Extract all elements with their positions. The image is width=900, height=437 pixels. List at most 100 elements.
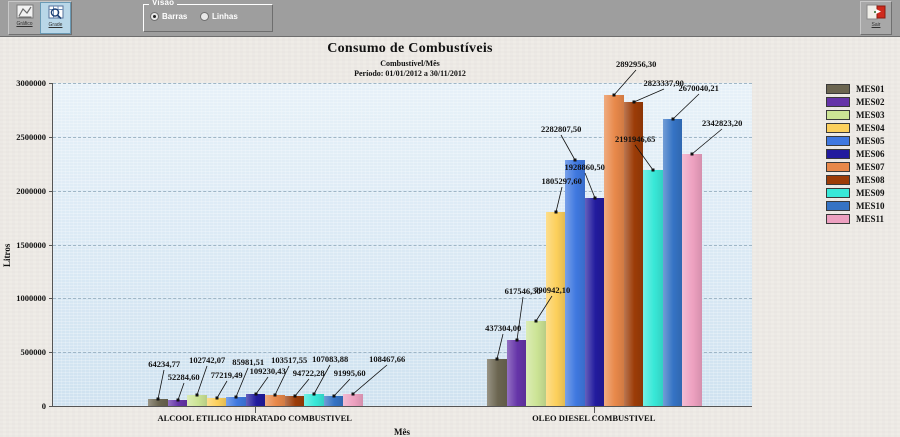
bar[interactable] bbox=[662, 118, 683, 406]
bar[interactable] bbox=[604, 94, 624, 406]
radio-barras-icon[interactable] bbox=[150, 12, 159, 21]
data-label: 2892956,30 bbox=[616, 58, 657, 69]
y-tick-label: 500000 bbox=[20, 347, 47, 358]
radio-linhas-icon[interactable] bbox=[200, 12, 209, 21]
chart-page: Consumo de Combustíveis Combustível/Mês … bbox=[0, 37, 900, 437]
legend-item-mes08[interactable]: MES08 bbox=[826, 173, 896, 186]
legend-item-mes11[interactable]: MES11 bbox=[826, 212, 896, 225]
bar[interactable] bbox=[623, 102, 644, 406]
bar[interactable] bbox=[265, 394, 285, 406]
legend-item-mes07[interactable]: MES07 bbox=[826, 160, 896, 173]
gridline bbox=[53, 190, 752, 192]
gridline bbox=[53, 83, 752, 84]
y-tick-label: 3000000 bbox=[16, 78, 46, 88]
bar[interactable] bbox=[565, 160, 585, 406]
bar[interactable] bbox=[245, 394, 266, 406]
legend-label: MES02 bbox=[856, 96, 885, 107]
plot-area: 64234,77 52284,60 102742,07 77219,49 85981,5… bbox=[49, 59, 752, 407]
bar[interactable] bbox=[284, 395, 305, 406]
gridline bbox=[53, 244, 752, 246]
bar-highlight bbox=[604, 94, 624, 406]
y-tick-label: 1000000 bbox=[16, 293, 46, 304]
data-point-marker bbox=[254, 392, 258, 396]
bar-highlight bbox=[545, 211, 566, 406]
data-label: 2282807,50 bbox=[541, 124, 582, 135]
toolbar: Gráfico Grade Visão Barras Linhas bbox=[0, 0, 900, 37]
visao-option-barras-label: Barras bbox=[162, 12, 188, 21]
bar[interactable] bbox=[487, 358, 507, 406]
bar-highlight bbox=[506, 339, 527, 406]
legend-item-mes05[interactable]: MES05 bbox=[826, 134, 896, 147]
data-label: 64234,77 bbox=[148, 359, 181, 370]
data-point-marker bbox=[234, 395, 238, 399]
legend-label: MES08 bbox=[856, 174, 885, 185]
data-point-marker bbox=[351, 392, 355, 396]
legend-label: MES05 bbox=[856, 135, 885, 146]
gridline bbox=[53, 136, 752, 138]
legend-swatch bbox=[826, 161, 850, 172]
data-label: 108467,66 bbox=[369, 354, 406, 365]
legend-item-mes02[interactable]: MES02 bbox=[826, 95, 896, 108]
bar[interactable] bbox=[148, 399, 168, 406]
grade-button-label: Grade bbox=[48, 22, 63, 28]
y-tick-mark bbox=[49, 190, 53, 192]
y-tick-label: 2000000 bbox=[16, 185, 46, 196]
data-point-marker bbox=[273, 393, 277, 397]
bar[interactable] bbox=[584, 198, 605, 406]
chart-subtitle: Combustível/Mês bbox=[380, 59, 440, 68]
data-label: 85981,51 bbox=[232, 356, 265, 367]
bar[interactable] bbox=[304, 394, 324, 406]
bar[interactable] bbox=[545, 211, 566, 406]
bar[interactable] bbox=[343, 394, 363, 406]
data-point-marker bbox=[495, 357, 499, 361]
data-label: 2191946,65 bbox=[615, 134, 656, 144]
bar-highlight bbox=[304, 394, 324, 406]
toolbar-right-group: Sair bbox=[860, 1, 892, 35]
data-point-marker bbox=[195, 393, 199, 397]
data-point-marker bbox=[515, 338, 519, 341]
legend-item-mes04[interactable]: MES04 bbox=[826, 121, 896, 134]
exit-button[interactable]: Sair bbox=[861, 2, 891, 34]
data-point-marker bbox=[332, 394, 336, 398]
bar-highlight bbox=[662, 118, 683, 406]
legend-swatch bbox=[826, 122, 850, 133]
data-label: 109230,43 bbox=[249, 366, 286, 377]
legend-label: MES10 bbox=[856, 200, 885, 211]
legend-item-mes03[interactable]: MES03 bbox=[826, 108, 896, 121]
bar[interactable] bbox=[506, 339, 527, 406]
legend-item-mes01[interactable]: MES01 bbox=[826, 82, 896, 95]
bar[interactable] bbox=[643, 170, 663, 406]
bar[interactable] bbox=[187, 394, 207, 406]
bar[interactable] bbox=[323, 396, 344, 406]
bar-highlight bbox=[265, 394, 285, 406]
data-point-marker bbox=[593, 196, 597, 200]
visao-option-barras[interactable]: Barras bbox=[150, 12, 187, 21]
data-label: 102742,07 bbox=[189, 354, 226, 365]
legend-item-mes09[interactable]: MES09 bbox=[826, 186, 896, 199]
visao-option-linhas[interactable]: Linhas bbox=[200, 12, 238, 21]
data-label: 91995,60 bbox=[333, 368, 366, 379]
bar-highlight bbox=[584, 198, 605, 406]
bar[interactable] bbox=[167, 400, 188, 406]
grade-button[interactable]: Grade bbox=[40, 2, 71, 34]
bar[interactable] bbox=[682, 153, 702, 406]
bar[interactable] bbox=[226, 396, 246, 406]
grafico-button[interactable]: Gráfico bbox=[9, 2, 40, 34]
legend-item-mes10[interactable]: MES10 bbox=[826, 199, 896, 212]
legend-swatch bbox=[826, 109, 850, 120]
legend-item-mes06[interactable]: MES06 bbox=[826, 147, 896, 160]
y-tick-label: 1500000 bbox=[16, 239, 46, 250]
data-point-marker bbox=[651, 168, 655, 172]
bar[interactable] bbox=[526, 320, 546, 406]
bar[interactable] bbox=[206, 397, 227, 406]
toolbar-left-group: Gráfico Grade bbox=[8, 1, 72, 35]
legend-label: MES09 bbox=[856, 187, 885, 198]
data-label: 77219,49 bbox=[210, 369, 243, 380]
x-tick-mark bbox=[593, 407, 595, 413]
data-point-marker bbox=[632, 100, 636, 104]
data-label: 107083,88 bbox=[312, 354, 349, 365]
bar-highlight bbox=[487, 358, 507, 406]
bar-highlight bbox=[526, 320, 546, 406]
y-tick-mark bbox=[49, 83, 53, 84]
y-tick-mark bbox=[49, 244, 53, 246]
